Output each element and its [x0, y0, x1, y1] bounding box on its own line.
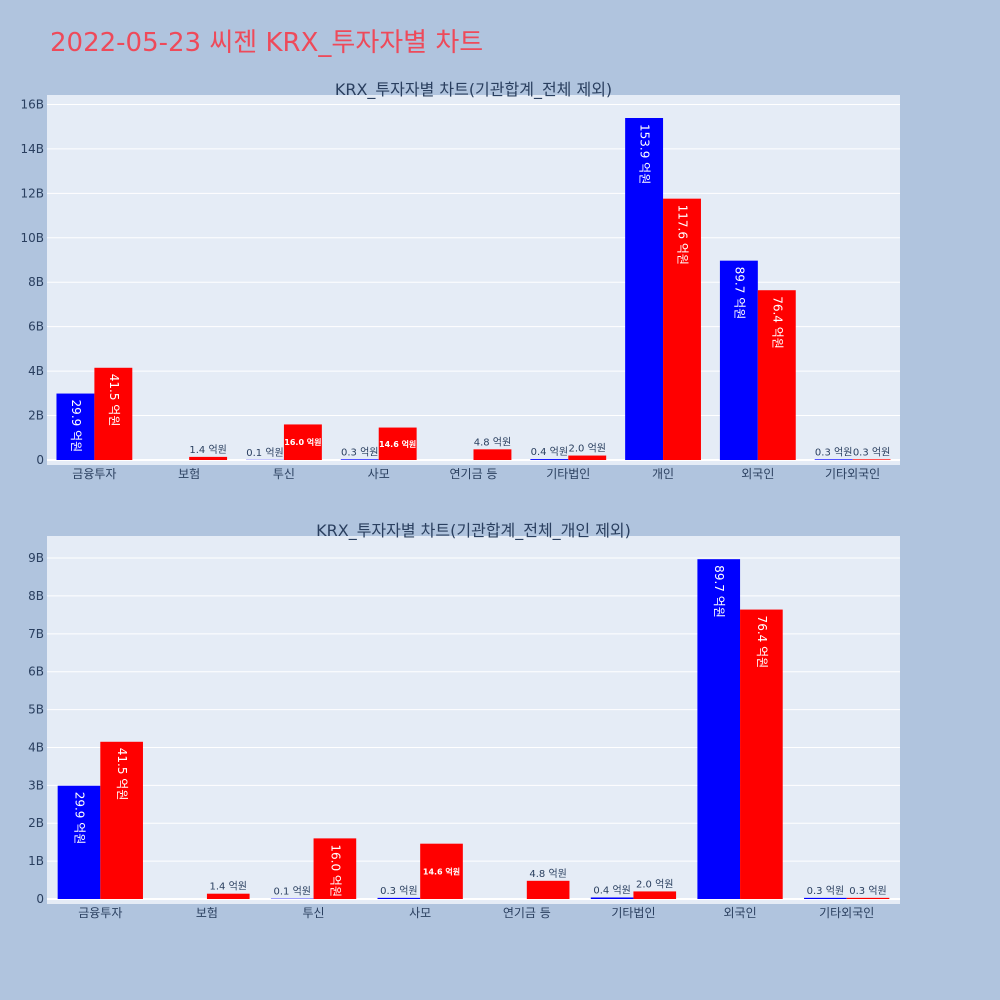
data-label: 0.3 억원: [341, 446, 378, 458]
bar: [740, 609, 783, 899]
bar: [590, 897, 634, 899]
x-tick-label: 외국인: [724, 906, 757, 920]
data-label: 0.1 억원: [246, 447, 283, 459]
data-label: 0.3 억원: [815, 446, 852, 458]
data-label: 4.8 억원: [474, 436, 511, 448]
bar: [625, 118, 664, 460]
bar: [663, 198, 701, 460]
data-label: 14.6 억원: [379, 439, 416, 449]
x-tick-label: 기타외국인: [819, 906, 874, 920]
y-tick-label: 8B: [28, 589, 44, 603]
x-tick-label: 기타법인: [546, 467, 590, 481]
data-label: 76.4 억원: [755, 616, 769, 669]
bar: [719, 260, 758, 460]
y-tick-label: 10B: [20, 231, 44, 245]
bar: [94, 367, 133, 460]
data-label: 0.4 억원: [593, 884, 630, 896]
x-tick-label: 연기금 등: [503, 906, 551, 920]
bar: [420, 843, 463, 899]
y-tick-label: 6B: [28, 665, 44, 679]
chart-title: KRX_투자자별 차트(기관합계_전체 제외): [335, 80, 612, 100]
x-tick-label: 금융투자: [72, 467, 116, 481]
y-tick-label: 4B: [28, 740, 44, 754]
data-label: 41.5 억원: [115, 748, 129, 801]
x-tick-label: 연기금 등: [450, 467, 498, 481]
y-tick-label: 0: [36, 892, 44, 906]
x-tick-label: 보험: [196, 906, 218, 920]
y-tick-label: 16B: [20, 97, 44, 111]
data-label: 29.9 억원: [69, 400, 83, 453]
data-label: 4.8 억원: [529, 868, 566, 880]
bar: [206, 893, 250, 899]
bar: [57, 785, 101, 899]
x-tick-label: 사모: [409, 906, 431, 920]
data-label: 117.6 억원: [676, 205, 690, 265]
chart-title: KRX_투자자별 차트(기관합계_전체_개인 제외): [316, 521, 631, 541]
y-tick-label: 5B: [28, 703, 44, 717]
bar: [283, 424, 322, 460]
bar: [633, 891, 677, 899]
data-label: 16.0 억원: [328, 844, 342, 897]
x-tick-label: 기타외국인: [825, 467, 880, 481]
bar: [568, 455, 607, 460]
data-label: 1.4 억원: [210, 881, 247, 893]
y-tick-label: 7B: [28, 627, 44, 641]
y-tick-label: 6B: [28, 320, 44, 334]
bar: [804, 897, 847, 899]
bar: [852, 459, 891, 460]
bar: [313, 838, 357, 899]
bar: [189, 456, 228, 460]
data-label: 0.3 억원: [853, 446, 890, 458]
bar: [526, 880, 570, 899]
page-title: 2022-05-23 씨젠 KRX_투자자별 차트: [50, 28, 484, 58]
data-label: 0.3 억원: [380, 885, 417, 897]
x-tick-label: 개인: [652, 467, 674, 481]
bar: [530, 459, 569, 460]
bar: [757, 290, 796, 460]
data-label: 14.6 억원: [423, 866, 460, 876]
y-tick-label: 8B: [28, 275, 44, 289]
x-tick-label: 금융투자: [78, 906, 122, 920]
y-tick-label: 0: [36, 453, 44, 467]
data-label: 0.1 억원: [273, 886, 310, 898]
x-tick-label: 투신: [303, 906, 325, 920]
bar: [340, 459, 379, 460]
y-tick-label: 12B: [20, 186, 44, 200]
x-tick-label: 투신: [273, 467, 295, 481]
data-label: 0.3 억원: [849, 885, 886, 897]
data-label: 153.9 억원: [638, 124, 652, 184]
data-label: 89.7 억원: [712, 565, 726, 618]
data-label: 0.3 억원: [807, 885, 844, 897]
data-label: 89.7 억원: [732, 267, 746, 320]
bar: [473, 449, 512, 460]
y-tick-label: 2B: [28, 816, 44, 830]
x-tick-label: 사모: [368, 467, 390, 481]
data-label: 41.5 억원: [107, 374, 121, 427]
x-tick-label: 기타법인: [611, 906, 655, 920]
data-label: 2.0 억원: [568, 443, 605, 455]
y-tick-label: 4B: [28, 364, 44, 378]
bar: [378, 427, 417, 460]
x-tick-label: 보험: [178, 467, 200, 481]
bar: [100, 741, 143, 899]
y-tick-label: 2B: [28, 409, 44, 423]
y-tick-label: 9B: [28, 551, 44, 565]
y-tick-label: 1B: [28, 854, 44, 868]
y-tick-label: 3B: [28, 778, 44, 792]
data-label: 2.0 억원: [636, 878, 673, 890]
bar: [846, 897, 890, 899]
bar: [56, 393, 95, 460]
x-tick-label: 외국인: [741, 467, 774, 481]
data-label: 76.4 억원: [770, 296, 784, 349]
data-label: 29.9 억원: [72, 792, 86, 845]
bar: [377, 897, 421, 899]
y-tick-label: 14B: [20, 142, 44, 156]
data-label: 1.4 억원: [189, 444, 226, 456]
data-label: 0.4 억원: [531, 446, 568, 458]
bar: [814, 459, 853, 460]
data-label: 16.0 억원: [284, 437, 321, 447]
bar: [697, 559, 741, 899]
